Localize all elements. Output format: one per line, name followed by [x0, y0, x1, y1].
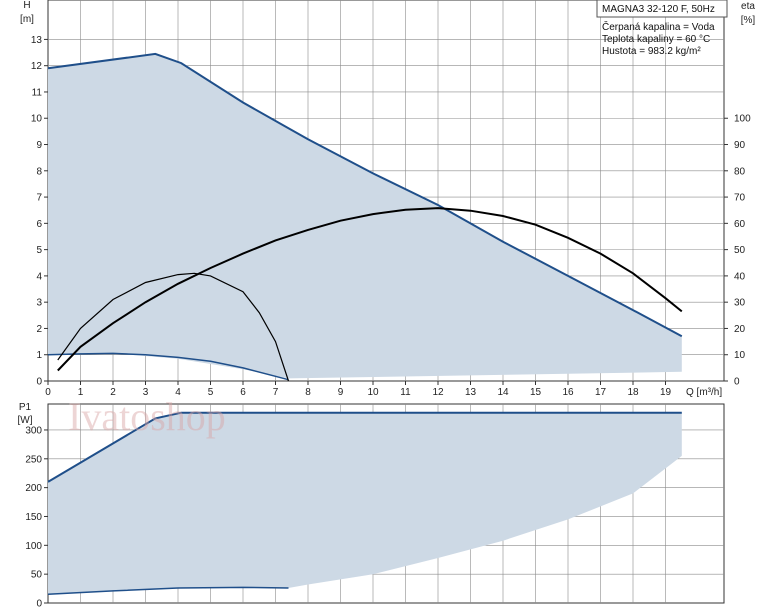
y2-tick-label: 0	[734, 377, 740, 388]
x-tick-label: 8	[305, 387, 311, 398]
p1-y-tick-label: 300	[25, 425, 42, 436]
y2-tick-label: 70	[734, 193, 746, 204]
info-line-2: Teplota kapaliny = 60 °C	[602, 34, 710, 45]
p1-y-tick-label: 0	[36, 599, 42, 610]
y-tick-label: 5	[36, 245, 42, 256]
head-efficiency-plot: 0 1 2 3 4 5 6 7 8 9 10 11 12 13 14 15 16 17 18 190123456789…	[20, 0, 755, 398]
x-tick-label: 12	[432, 387, 444, 398]
info-box: MAGNA3 32-120 F, 50Hz Čerpaná kapalina =…	[596, 0, 728, 57]
p1-y-tick-label: 50	[31, 570, 43, 581]
p1-y-tick-label: 250	[25, 454, 42, 465]
x-tick-label: 7	[273, 387, 279, 398]
y-tick-label: 1	[36, 350, 42, 361]
power-plot: 0 50 100 150 200 250 300 P1 [W]	[18, 402, 725, 610]
power-max-curve	[47, 411, 682, 483]
y2-axis-name: eta	[741, 1, 755, 12]
y-tick-label: 9	[36, 140, 42, 151]
info-model-box	[596, 0, 728, 18]
p1-y-tick-label: 200	[25, 483, 42, 494]
x-tick-label: 3	[143, 387, 149, 398]
p1-axis-name: P1	[19, 402, 32, 413]
y-tick-label: 8	[36, 166, 42, 177]
y-axis-unit: [m]	[20, 14, 34, 25]
x-tick-label: 4	[175, 387, 181, 398]
efficiency-min-curve	[57, 272, 290, 382]
power-min-curve	[47, 586, 289, 596]
y2-axis-unit: [%]	[741, 15, 756, 26]
p1-y-tick-label: 150	[25, 512, 42, 523]
y-tick-label: 10	[31, 114, 43, 125]
y-tick-label: 0	[36, 377, 42, 388]
p1-y-tick-label: 100	[25, 541, 42, 552]
y2-tick-label: 10	[734, 350, 746, 361]
x-tick-label: 16	[562, 387, 574, 398]
y-axis-name: H	[23, 0, 30, 11]
y-tick-label: 13	[31, 35, 43, 46]
y-tick-label: 12	[31, 61, 43, 72]
efficiency-max-curve	[57, 207, 683, 372]
y2-tick-label: 20	[734, 324, 746, 335]
x-tick-label: 0	[45, 387, 51, 398]
y2-tick-label: 30	[734, 298, 746, 309]
y2-tick-label: 90	[734, 140, 746, 151]
x-tick-label: 6	[240, 387, 246, 398]
x-tick-label: 1	[78, 387, 84, 398]
x-tick-label: 9	[338, 387, 344, 398]
y2-tick-label: 50	[734, 245, 746, 256]
watermark-text: Ivatoshop	[68, 394, 226, 439]
info-line-3: Hustota = 983.2 kg/m²	[602, 46, 701, 57]
y-tick-label: 6	[36, 219, 42, 230]
head-max-curve	[47, 52, 683, 338]
x-tick-label: 11	[400, 387, 411, 398]
x-tick-label: 14	[497, 387, 509, 398]
y-tick-label: 3	[36, 298, 42, 309]
power-operating-area	[48, 412, 682, 595]
info-line-1: Čerpaná kapalina = Voda	[602, 20, 715, 33]
y-tick-label: 11	[32, 87, 43, 98]
x-tick-label: 10	[367, 387, 379, 398]
x-tick-label: 2	[110, 387, 116, 398]
x-tick-label: 5	[208, 387, 214, 398]
y-tick-label: 2	[36, 324, 42, 335]
y-tick-label: 7	[36, 193, 42, 204]
y2-tick-label: 40	[734, 271, 746, 282]
x-tick-label: 18	[627, 387, 639, 398]
head-min-curve	[47, 352, 289, 381]
x-tick-label: 17	[595, 387, 607, 398]
x-tick-label: 15	[530, 387, 542, 398]
y2-tick-label: 100	[734, 114, 751, 125]
info-model: MAGNA3 32-120 F, 50Hz	[602, 4, 715, 15]
y-tick-label: 4	[36, 271, 42, 282]
x-tick-label: 19	[660, 387, 672, 398]
x-tick-label: 13	[465, 387, 477, 398]
y2-tick-label: 60	[734, 219, 746, 230]
p1-axis-unit: [W]	[18, 415, 33, 426]
y2-tick-label: 80	[734, 166, 746, 177]
x-axis-label: Q [m³/h]	[686, 387, 722, 398]
